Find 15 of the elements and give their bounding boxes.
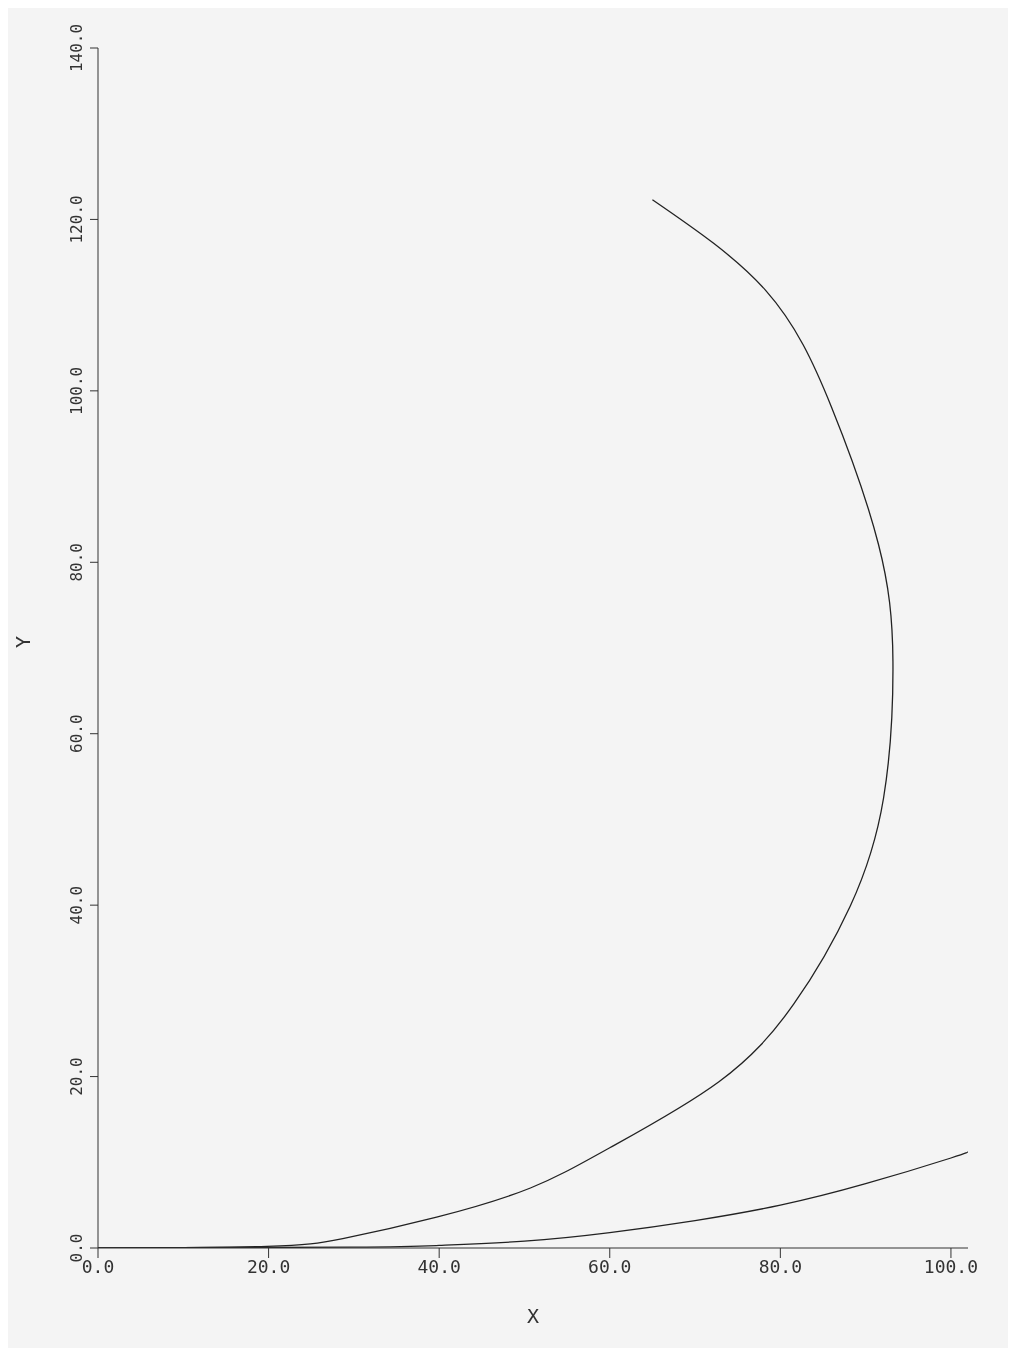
y-tick-label: 140.0 xyxy=(67,23,86,73)
y-tick-label: 60.0 xyxy=(67,714,86,753)
x-tick-label: 100.0 xyxy=(923,1255,979,1277)
y-tick-label: 40.0 xyxy=(67,885,86,925)
y-tick-label: 100.0 xyxy=(67,366,86,415)
x-tick-label: 80.0 xyxy=(758,1255,803,1277)
x-tick-label: 60.0 xyxy=(588,1255,632,1277)
y-tick-label: 80.0 xyxy=(67,543,86,582)
y-tick-label: 20.0 xyxy=(67,1057,86,1096)
x-tick-label: 20.0 xyxy=(246,1255,291,1277)
y-axis-title: Y xyxy=(11,635,36,648)
x-tick-label: 40.0 xyxy=(417,1255,461,1277)
x-axis-title: X xyxy=(526,1304,540,1328)
x-tick-label: 0.0 xyxy=(81,1255,115,1277)
y-tick-label: 120.0 xyxy=(67,195,86,244)
